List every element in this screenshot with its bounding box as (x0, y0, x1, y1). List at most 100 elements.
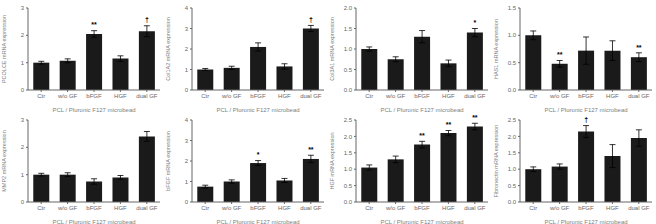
svg-text:HGF: HGF (442, 205, 455, 211)
svg-text:Col1A2 mRNA expression: Col1A2 mRNA expression (165, 17, 171, 81)
svg-text:w/o GF: w/o GF (221, 205, 242, 211)
svg-text:dual GF: dual GF (628, 93, 650, 99)
svg-text:1.5: 1.5 (344, 26, 353, 32)
svg-text:0: 0 (185, 87, 189, 93)
svg-text:1: 1 (185, 67, 189, 73)
svg-text:HGF: HGF (278, 205, 291, 211)
svg-text:w/o GF: w/o GF (549, 93, 570, 99)
svg-text:PCL / Pluronic F127 microbead: PCL / Pluronic F127 microbead (544, 107, 627, 112)
svg-text:dual GF: dual GF (464, 93, 486, 99)
svg-text:4: 4 (185, 117, 189, 123)
svg-text:*: * (474, 19, 477, 26)
svg-text:bFGF: bFGF (86, 205, 102, 211)
svg-text:Fibronectin mRNA expression: Fibronectin mRNA expression (493, 125, 499, 198)
svg-text:Ctr: Ctr (201, 205, 209, 211)
svg-text:1.0: 1.0 (344, 166, 353, 172)
svg-text:dual GF: dual GF (464, 205, 486, 211)
svg-text:0.0: 0.0 (508, 199, 517, 205)
svg-text:1.0: 1.0 (344, 46, 353, 52)
svg-text:2.5: 2.5 (344, 117, 353, 123)
svg-text:bFGF: bFGF (578, 205, 594, 211)
svg-text:**: ** (419, 132, 425, 139)
svg-text:Ctr: Ctr (201, 93, 209, 99)
svg-text:1.0: 1.0 (508, 32, 517, 38)
svg-text:**: ** (557, 51, 563, 58)
svg-text:bFGF: bFGF (250, 93, 266, 99)
svg-text:3: 3 (185, 26, 189, 32)
svg-text:MMP2 mRNA expression: MMP2 mRNA expression (1, 130, 7, 191)
svg-text:PCL / Pluronic F127 microbead: PCL / Pluronic F127 microbead (52, 107, 135, 112)
svg-text:HGF: HGF (114, 205, 127, 211)
svg-text:Ctr: Ctr (529, 93, 537, 99)
svg-text:Ctr: Ctr (37, 93, 45, 99)
svg-text:w/o GF: w/o GF (385, 205, 406, 211)
svg-text:bFGF mRNA expression: bFGF mRNA expression (165, 131, 171, 191)
svg-text:†: † (309, 16, 313, 23)
svg-text:0.0: 0.0 (344, 87, 353, 93)
svg-text:2: 2 (185, 46, 189, 52)
svg-text:4: 4 (185, 5, 189, 11)
svg-text:0: 0 (185, 199, 189, 205)
svg-text:1: 1 (21, 60, 25, 66)
svg-text:2: 2 (185, 158, 189, 164)
svg-text:0.5: 0.5 (344, 183, 353, 189)
svg-text:dual GF: dual GF (300, 93, 322, 99)
svg-text:PCL / Pluronic F127 microbead: PCL / Pluronic F127 microbead (216, 219, 299, 224)
svg-text:bFGF: bFGF (86, 93, 102, 99)
svg-text:3: 3 (185, 138, 189, 144)
svg-text:Ctr: Ctr (37, 205, 45, 211)
svg-text:bFGF: bFGF (578, 93, 594, 99)
svg-text:1.5: 1.5 (508, 150, 517, 156)
svg-text:dual GF: dual GF (136, 93, 158, 99)
svg-text:2.0: 2.0 (344, 134, 353, 140)
svg-text:PCOLCE mRNA expression: PCOLCE mRNA expression (1, 15, 7, 83)
svg-text:†: † (584, 116, 588, 123)
svg-text:0.5: 0.5 (508, 60, 517, 66)
svg-text:†: † (145, 16, 149, 23)
svg-text:1: 1 (185, 179, 189, 185)
svg-text:2: 2 (21, 144, 25, 150)
svg-text:w/o GF: w/o GF (385, 93, 406, 99)
svg-text:3: 3 (21, 5, 25, 11)
svg-text:**: ** (91, 21, 97, 28)
svg-text:0.5: 0.5 (344, 67, 353, 73)
svg-text:HGF: HGF (606, 93, 619, 99)
svg-text:Col3A1 mRNA expression: Col3A1 mRNA expression (329, 17, 335, 81)
svg-text:PCL / Pluronic F127 microbead: PCL / Pluronic F127 microbead (216, 107, 299, 112)
svg-text:HAS1 mRNA expression: HAS1 mRNA expression (493, 19, 499, 79)
svg-text:w/o GF: w/o GF (57, 205, 78, 211)
svg-text:1.5: 1.5 (508, 5, 517, 11)
svg-text:Ctr: Ctr (529, 205, 537, 211)
svg-text:dual GF: dual GF (136, 205, 158, 211)
svg-text:**: ** (636, 44, 642, 51)
svg-text:0.0: 0.0 (508, 87, 517, 93)
svg-text:PCL / Pluronic F127 microbead: PCL / Pluronic F127 microbead (380, 107, 463, 112)
svg-text:*: * (257, 151, 260, 158)
svg-text:HGF: HGF (278, 93, 291, 99)
svg-text:Ctr: Ctr (365, 205, 373, 211)
svg-text:0.0: 0.0 (344, 199, 353, 205)
svg-text:2.5: 2.5 (508, 117, 517, 123)
svg-text:bFGF: bFGF (414, 93, 430, 99)
svg-text:Ctr: Ctr (365, 93, 373, 99)
svg-text:0: 0 (21, 199, 25, 205)
svg-text:HGF: HGF (442, 93, 455, 99)
svg-text:HGF: HGF (606, 205, 619, 211)
svg-text:1: 1 (21, 172, 25, 178)
svg-text:dual GF: dual GF (628, 205, 650, 211)
svg-text:PCL / Pluronic F127 microbead: PCL / Pluronic F127 microbead (380, 219, 463, 224)
svg-text:**: ** (472, 114, 478, 121)
svg-text:0: 0 (21, 87, 25, 93)
svg-text:HGF: HGF (114, 93, 127, 99)
svg-text:bFGF: bFGF (414, 205, 430, 211)
svg-text:PCL / Pluronic F127 microbead: PCL / Pluronic F127 microbead (52, 219, 135, 224)
svg-text:1.0: 1.0 (508, 166, 517, 172)
svg-text:**: ** (308, 146, 314, 153)
svg-text:2: 2 (21, 32, 25, 38)
svg-text:PCL / Pluronic F127 microbead: PCL / Pluronic F127 microbead (544, 219, 627, 224)
svg-text:w/o GF: w/o GF (57, 93, 78, 99)
svg-text:w/o GF: w/o GF (549, 205, 570, 211)
svg-text:w/o GF: w/o GF (221, 93, 242, 99)
svg-text:dual GF: dual GF (300, 205, 322, 211)
svg-text:2.0: 2.0 (344, 5, 353, 11)
